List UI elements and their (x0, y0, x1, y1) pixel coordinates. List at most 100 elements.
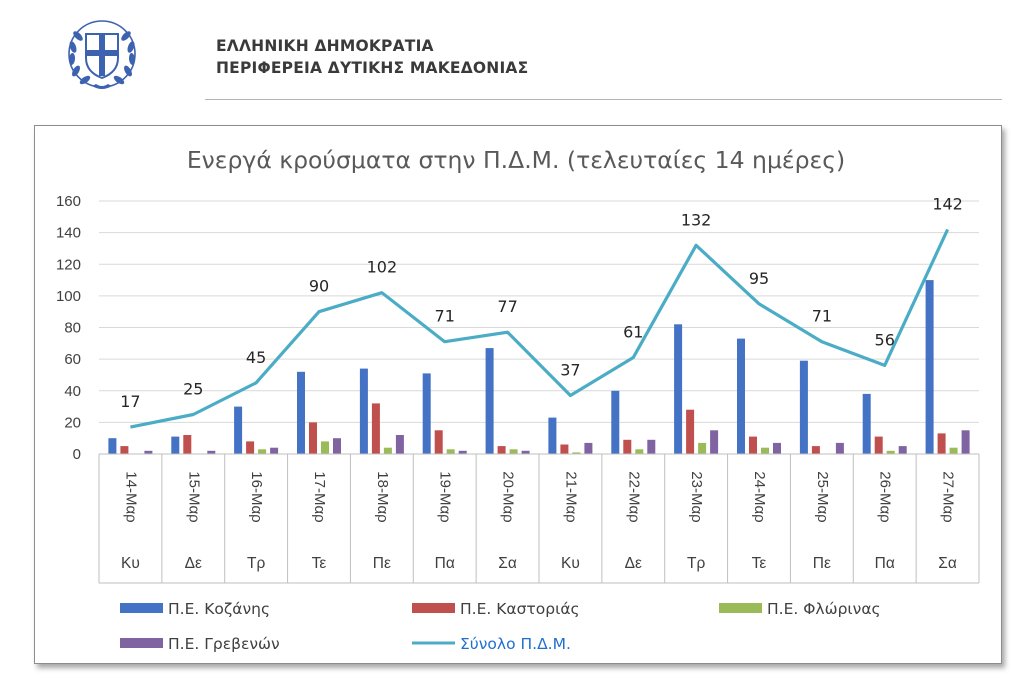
bar (749, 436, 757, 454)
data-label: 61 (623, 323, 643, 342)
bar (359, 368, 368, 454)
data-label: 71 (435, 307, 455, 326)
bar (874, 436, 883, 454)
data-label: 95 (749, 269, 769, 288)
bar (548, 417, 557, 454)
bar (497, 446, 506, 454)
data-label: 17 (120, 392, 140, 411)
y-tick-label: 140 (56, 225, 81, 242)
weekday-label: Πε (373, 555, 391, 572)
bar (560, 444, 569, 454)
legend-swatch (719, 603, 762, 613)
bar (234, 406, 243, 454)
bar (171, 436, 180, 454)
bar (108, 438, 117, 454)
bar (710, 430, 719, 454)
data-label: 90 (309, 277, 329, 296)
bar (686, 409, 695, 454)
weekday-label: Τε (312, 555, 327, 572)
bar (961, 430, 970, 454)
bar (886, 450, 895, 454)
data-label: 25 (183, 380, 203, 399)
bar (584, 442, 593, 454)
legend: Π.Ε. Κοζάνης Π.Ε. Καστοριάς Π.Ε. Φλώρινας Π… (120, 600, 881, 653)
bar (698, 442, 707, 454)
y-tick-label: 100 (56, 288, 81, 305)
weekday-label: Πα (435, 555, 455, 572)
weekday-label: Δε (185, 555, 202, 572)
axes: 0 20 40 60 80 100 120 140 160 14-Μαρ 15-Μαρ 16-Μαρ 1… (56, 193, 980, 584)
bar (258, 449, 267, 454)
data-label: 37 (560, 361, 580, 380)
x-tick-label: 22-Μαρ (625, 471, 642, 522)
data-label: 77 (497, 297, 517, 316)
bar (623, 439, 632, 454)
legend-label: Π.Ε. Φλώρινας (767, 600, 881, 618)
grid-lines (99, 200, 979, 423)
weekday-label: Δε (625, 555, 642, 572)
legend-swatch (120, 603, 163, 613)
bar (737, 338, 745, 454)
bar-series (108, 280, 970, 455)
chart-title: Ενεργά κρούσματα στην Π.Δ.Μ. (τελευταίες… (187, 146, 845, 174)
x-tick-label: 25-Μαρ (814, 471, 831, 522)
data-label: 45 (246, 348, 266, 367)
legend-swatch (412, 603, 455, 613)
x-tick-label: 24-Μαρ (751, 471, 768, 522)
bar (835, 442, 844, 454)
bar (333, 438, 341, 454)
bar (799, 360, 808, 454)
bar (321, 441, 329, 455)
weekday-label: Σα (938, 555, 957, 572)
weekday-label: Τρ (247, 555, 265, 572)
total-line-series: 17 25 45 90 102 71 77 37 61 132 95 71 56 142 (120, 195, 963, 429)
bar (395, 435, 404, 454)
y-tick-label: 120 (56, 256, 81, 273)
legend-label: Π.Ε. Καστοριάς (460, 600, 580, 618)
x-tick-label: 27-Μαρ (940, 471, 957, 522)
data-label: 132 (681, 210, 712, 229)
weekday-label: Σα (498, 555, 517, 572)
bar (270, 447, 279, 454)
series-line-total (130, 228, 950, 429)
x-tick-label: 15-Μαρ (185, 471, 202, 522)
bar (949, 447, 958, 454)
x-tick-label: 20-Μαρ (500, 471, 517, 522)
x-tick-label: 14-Μαρ (122, 471, 139, 522)
bar (572, 452, 581, 454)
x-tick-label: 18-Μαρ (374, 471, 391, 522)
bar (485, 348, 494, 454)
x-tick-label: 19-Μαρ (437, 471, 454, 522)
bar (898, 446, 907, 454)
bar (183, 435, 192, 454)
bar (371, 403, 380, 454)
x-tick-label: 16-Μαρ (248, 471, 265, 522)
x-tick-label: 21-Μαρ (562, 471, 579, 522)
x-tick-label: 17-Μαρ (311, 471, 328, 522)
bar (120, 446, 129, 454)
y-tick-label: 160 (56, 193, 81, 210)
y-tick-label: 0 (73, 446, 81, 463)
weekday-label: Πε (813, 555, 831, 572)
legend-swatch (120, 638, 163, 648)
weekday-label: Κυ (561, 555, 580, 572)
weekday-label: Κυ (121, 555, 140, 572)
chart-container: Ενεργά κρούσματα στην Π.Δ.Μ. (τελευταίες… (34, 125, 1002, 664)
y-tick-label: 20 (64, 414, 81, 431)
weekday-label: Τε (752, 555, 767, 572)
bar (925, 280, 934, 454)
data-label: 56 (875, 330, 895, 349)
bar (761, 447, 769, 454)
data-label: 71 (812, 307, 832, 326)
weekday-label: Πα (875, 555, 895, 572)
bar (434, 430, 443, 454)
bar (297, 371, 305, 454)
bar (521, 450, 530, 454)
legend-label: Π.Ε. Γρεβενών (168, 635, 280, 653)
legend-label: Π.Ε. Κοζάνης (168, 600, 270, 618)
bar (446, 449, 455, 454)
org-name-line-1: ΕΛΛΗΝΙΚΗ ΔΗΜΟΚΡΑΤΙΑ (216, 37, 434, 55)
bar (207, 450, 216, 454)
bar (309, 422, 317, 454)
x-tick-label: 23-Μαρ (688, 471, 705, 522)
